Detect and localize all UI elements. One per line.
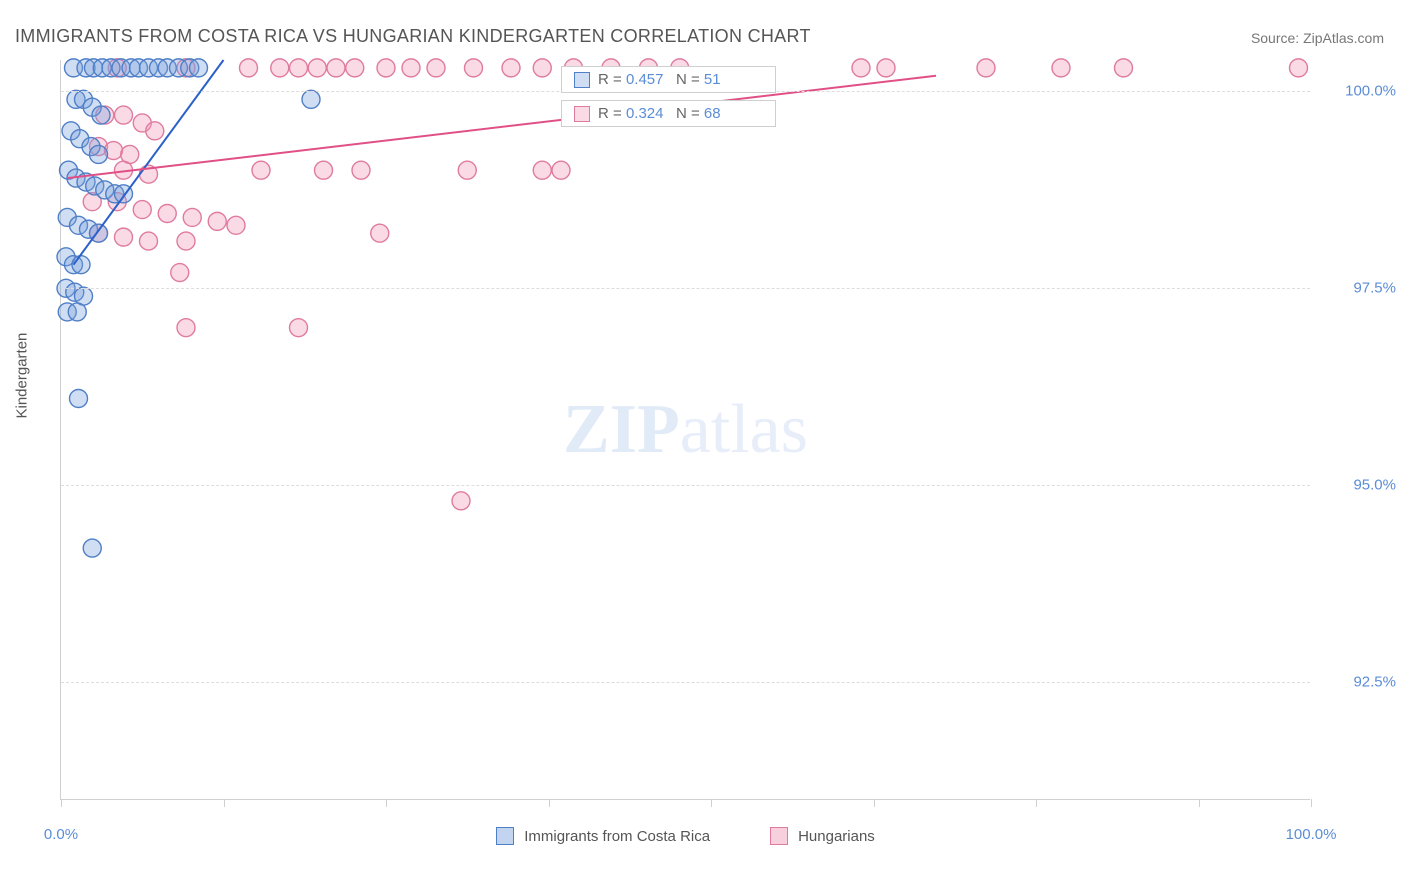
point-hungarian [502,59,520,77]
point-costa-rica [70,390,88,408]
gridline-h [61,682,1310,683]
bottom-legend: Immigrants from Costa Rica Hungarians [61,827,1310,845]
legend-swatch-icon [574,106,590,122]
point-costa-rica [68,303,86,321]
point-costa-rica [90,145,108,163]
chart-title: IMMIGRANTS FROM COSTA RICA VS HUNGARIAN … [15,26,811,47]
point-hungarian [290,59,308,77]
point-hungarian [452,492,470,510]
xtick [1199,799,1200,807]
legend-swatch-icon [574,72,590,88]
point-hungarian [458,161,476,179]
point-hungarian [208,212,226,230]
point-hungarian [308,59,326,77]
legend-swatch-icon [496,827,514,845]
xtick [711,799,712,807]
point-hungarian [271,59,289,77]
point-hungarian [177,319,195,337]
xtick [1311,799,1312,807]
point-hungarian [133,201,151,219]
point-hungarian [140,232,158,250]
source-value: ZipAtlas.com [1303,30,1384,46]
r-legend-hungarian: R = 0.324 N = 68 [561,100,776,127]
chart-container: IMMIGRANTS FROM COSTA RICA VS HUNGARIAN … [0,0,1406,892]
point-hungarian [115,106,133,124]
point-hungarian [115,228,133,246]
r-legend-costa-rica: R = 0.457 N = 51 [561,66,776,93]
point-hungarian [1290,59,1308,77]
bottom-legend-item: Hungarians [770,827,875,845]
point-hungarian [290,319,308,337]
xtick [1036,799,1037,807]
point-hungarian [252,161,270,179]
point-hungarian [533,161,551,179]
source-attribution: Source: ZipAtlas.com [1251,30,1384,46]
point-hungarian [465,59,483,77]
point-hungarian [1052,59,1070,77]
point-hungarian [377,59,395,77]
point-hungarian [346,59,364,77]
xtick [874,799,875,807]
point-hungarian [146,122,164,140]
legend-text: R = 0.457 N = 51 [598,71,721,88]
y-axis-label: Kindergarten [14,333,31,419]
point-hungarian [158,205,176,223]
point-hungarian [552,161,570,179]
bottom-legend-label: Immigrants from Costa Rica [524,828,710,845]
point-hungarian [240,59,258,77]
point-costa-rica [92,106,110,124]
point-hungarian [183,208,201,226]
point-hungarian [877,59,895,77]
point-hungarian [227,216,245,234]
gridline-h [61,288,1310,289]
point-hungarian [533,59,551,77]
point-hungarian [315,161,333,179]
source-label: Source: [1251,30,1299,46]
point-hungarian [1115,59,1133,77]
xtick [224,799,225,807]
ytick-label: 100.0% [1316,83,1396,100]
point-hungarian [327,59,345,77]
legend-swatch-icon [770,827,788,845]
legend-text: R = 0.324 N = 68 [598,105,721,122]
ytick-label: 95.0% [1316,477,1396,494]
point-hungarian [852,59,870,77]
point-hungarian [177,232,195,250]
point-hungarian [371,224,389,242]
bottom-legend-item: Immigrants from Costa Rica [496,827,710,845]
point-costa-rica [302,90,320,108]
point-hungarian [402,59,420,77]
plot-area: ZIPatlas 92.5%95.0%97.5%100.0%0.0%100.0%… [60,60,1310,800]
point-costa-rica [190,59,208,77]
bottom-legend-label: Hungarians [798,828,875,845]
ytick-label: 92.5% [1316,673,1396,690]
xtick [549,799,550,807]
xtick [61,799,62,807]
point-hungarian [171,264,189,282]
point-hungarian [427,59,445,77]
gridline-h [61,485,1310,486]
ytick-label: 97.5% [1316,280,1396,297]
point-hungarian [977,59,995,77]
point-hungarian [352,161,370,179]
scatter-svg [61,60,1310,799]
xtick [386,799,387,807]
point-costa-rica [83,539,101,557]
